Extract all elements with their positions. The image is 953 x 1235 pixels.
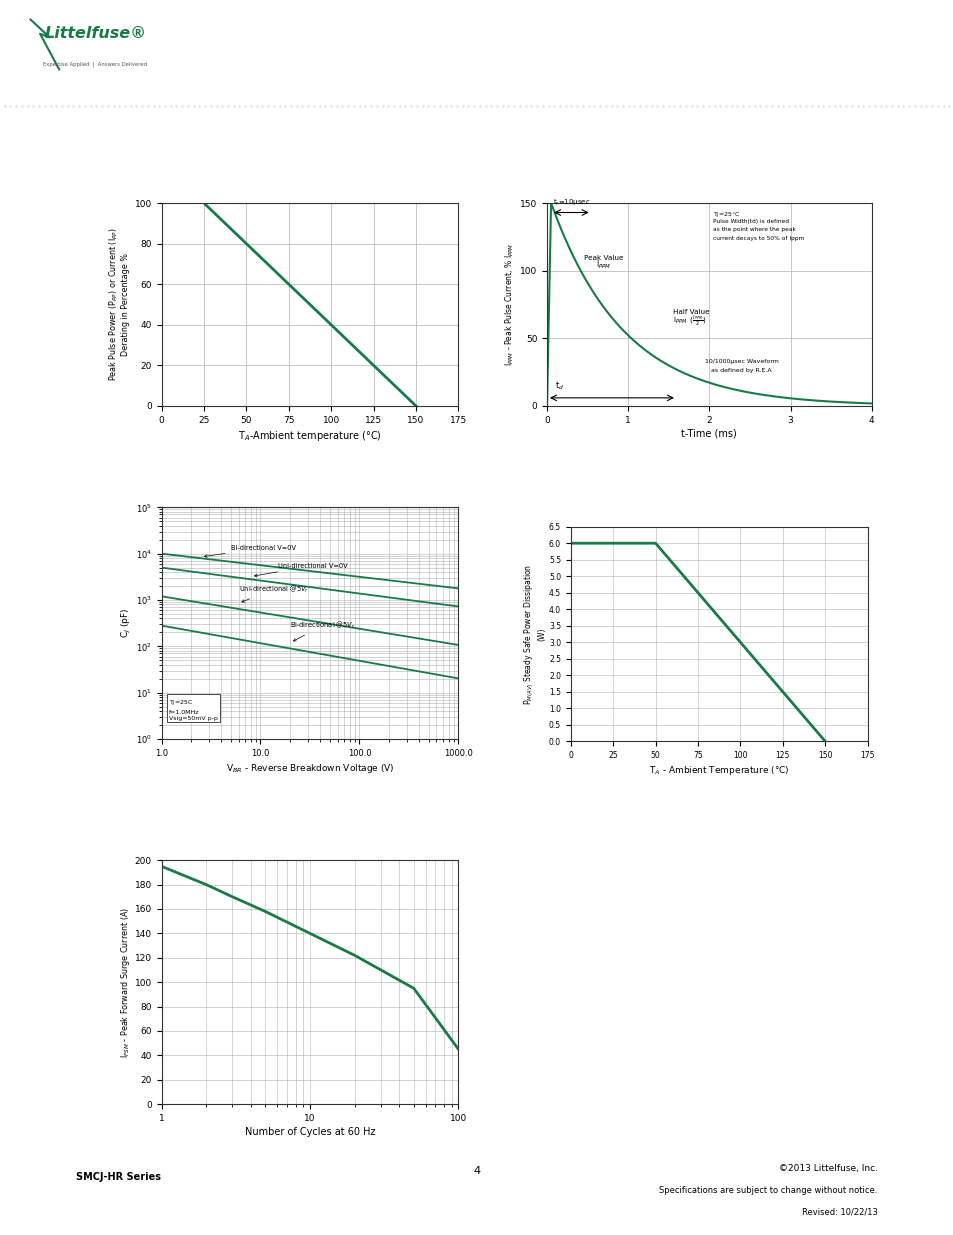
Text: SMCJ-HR Series: SMCJ-HR Series	[76, 1172, 161, 1182]
Text: Uni-directional V=0V: Uni-directional V=0V	[254, 563, 347, 577]
Y-axis label: Peak Pulse Power (P$_{PP}$) or Current (I$_{PP}$)
Derating in Percentage %: Peak Pulse Power (P$_{PP}$) or Current (…	[108, 227, 131, 382]
Y-axis label: P$_{M(AV)}$ Steady Safe Power Dissipation
(W): P$_{M(AV)}$ Steady Safe Power Dissipatio…	[521, 563, 545, 705]
Text: Revised: 10/22/13: Revised: 10/22/13	[801, 1208, 877, 1216]
Y-axis label: C$_J$ (pF): C$_J$ (pF)	[120, 608, 132, 638]
Text: I$_{PPM}$: I$_{PPM}$	[596, 259, 611, 272]
Text: Figure 4 - Pulse Waveform: Figure 4 - Pulse Waveform	[489, 170, 655, 180]
Text: t$_r$=10µsec: t$_r$=10µsec	[552, 199, 590, 209]
Text: Half Value: Half Value	[672, 309, 709, 315]
Text: Pulse Width(td) is defined: Pulse Width(td) is defined	[713, 220, 788, 225]
X-axis label: t-Time (ms): t-Time (ms)	[680, 429, 737, 438]
FancyBboxPatch shape	[21, 11, 169, 78]
Text: current decays to 50% of Ippm: current decays to 50% of Ippm	[713, 236, 804, 241]
X-axis label: V$_{BR}$ - Reverse Breakdown Voltage (V): V$_{BR}$ - Reverse Breakdown Voltage (V)	[226, 762, 394, 774]
Text: Transient Voltage Suppression Diodes: Transient Voltage Suppression Diodes	[286, 20, 702, 38]
Text: as the point where the peak: as the point where the peak	[713, 227, 796, 232]
Text: Expertise Applied  |  Answers Delivered: Expertise Applied | Answers Delivered	[43, 62, 148, 67]
Text: (Tₐ=25°C unless otherwise noted) (Continued): (Tₐ=25°C unless otherwise noted) (Contin…	[392, 133, 624, 144]
Text: Peak Value: Peak Value	[583, 254, 623, 261]
Text: Littelfuse®: Littelfuse®	[44, 26, 147, 41]
Text: Specifications are subject to change without notice.: Specifications are subject to change wit…	[659, 1186, 877, 1195]
Text: Figure 6 - Steady State Power Dissipation Derating: Figure 6 - Steady State Power Dissipatio…	[489, 480, 791, 490]
Text: Ratings and Characteristic Curves: Ratings and Characteristic Curves	[84, 132, 310, 146]
Text: Bi-directional V=0V: Bi-directional V=0V	[204, 545, 295, 557]
X-axis label: T$_A$ - Ambient Temperature (°C): T$_A$ - Ambient Temperature (°C)	[648, 764, 789, 777]
X-axis label: T$_A$-Ambient temperature (°C): T$_A$-Ambient temperature (°C)	[238, 429, 381, 443]
Y-axis label: I$_{PPM}$ - Peak Pulse Current, % I$_{PPM}$: I$_{PPM}$ - Peak Pulse Current, % I$_{PP…	[503, 243, 516, 367]
Y-axis label: I$_{FSM}$ - Peak Forward Surge Current (A): I$_{FSM}$ - Peak Forward Surge Current (…	[118, 906, 132, 1057]
Text: Bi-directional @$5V_r$: Bi-directional @$5V_r$	[290, 620, 355, 641]
Text: Surface Mount – 1500W >  SMCJ-HR series: Surface Mount – 1500W > SMCJ-HR series	[286, 57, 598, 73]
Text: 10/1000µsec Waveform: 10/1000µsec Waveform	[704, 358, 778, 363]
Text: I$_{PPM}$  ($\frac{I_{PPM}}{2}$): I$_{PPM}$ ($\frac{I_{PPM}}{2}$)	[672, 314, 705, 329]
Text: T$_J$=25C
f=1.0MHz
Vsig=50mV p-p: T$_J$=25C f=1.0MHz Vsig=50mV p-p	[170, 699, 218, 720]
Text: Curve: Curve	[664, 501, 698, 511]
Text: t$_d$: t$_d$	[555, 379, 563, 391]
Text: Uni-directional @$5V_r$: Uni-directional @$5V_r$	[238, 584, 308, 603]
Text: Figure 7 - Maximum Non-Repetitive Peak Forward: Figure 7 - Maximum Non-Repetitive Peak F…	[80, 813, 375, 823]
Text: T$_J$=25°C: T$_J$=25°C	[713, 211, 740, 221]
Text: ©2013 Littelfuse, Inc.: ©2013 Littelfuse, Inc.	[778, 1163, 877, 1173]
Text: Figure 5 - Typical Junction Capacitance: Figure 5 - Typical Junction Capacitance	[80, 479, 322, 489]
X-axis label: Number of Cycles at 60 Hz: Number of Cycles at 60 Hz	[245, 1128, 375, 1137]
Text: as defined by R.E.A: as defined by R.E.A	[711, 368, 771, 373]
Text: Surge Current Uni-Directional Only: Surge Current Uni-Directional Only	[170, 834, 375, 844]
Text: Figure 3 - Pulse Derating Curve: Figure 3 - Pulse Derating Curve	[80, 170, 276, 180]
Text: 4: 4	[473, 1166, 480, 1176]
